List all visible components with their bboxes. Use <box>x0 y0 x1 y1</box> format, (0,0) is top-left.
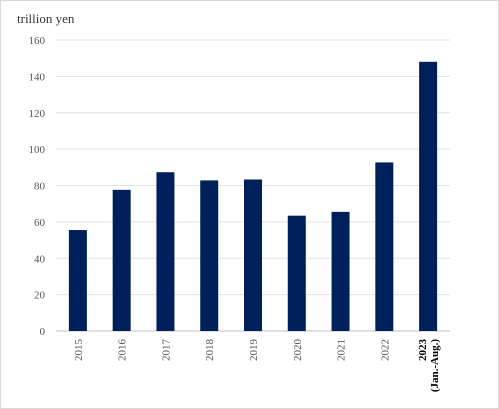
x-tick-label: 2020 <box>292 339 304 362</box>
y-tick-label: 140 <box>29 71 46 83</box>
x-tick-label: 2016 <box>117 339 129 362</box>
x-tick-label: 2019 <box>248 339 260 362</box>
y-tick-label: 80 <box>34 181 46 193</box>
bar <box>419 61 438 331</box>
bar <box>112 189 131 331</box>
bar <box>200 180 219 331</box>
bar <box>287 215 306 331</box>
x-tick-label: 2017 <box>160 339 172 362</box>
bar <box>244 179 262 331</box>
bar <box>331 211 350 331</box>
y-tick-label: 0 <box>40 326 46 338</box>
x-tick-label: 2021 <box>336 339 348 361</box>
y-tick-label: 20 <box>34 290 46 302</box>
bar <box>156 172 175 331</box>
y-tick-label: 60 <box>34 217 46 229</box>
y-tick-label: 160 <box>29 35 46 47</box>
y-tick-label: 40 <box>34 253 46 265</box>
bar <box>375 162 394 331</box>
x-tick-label: 2022 <box>379 339 391 361</box>
y-axis-unit-label: trillion yen <box>17 11 75 26</box>
x-tick-label: 2015 <box>73 339 85 362</box>
bar <box>68 230 87 331</box>
y-tick-label: 100 <box>29 144 46 156</box>
y-tick-label: 120 <box>29 108 46 120</box>
x-tick-label: 2023(Jan.-Aug.) <box>417 339 441 393</box>
x-tick-label: 2018 <box>204 339 216 362</box>
